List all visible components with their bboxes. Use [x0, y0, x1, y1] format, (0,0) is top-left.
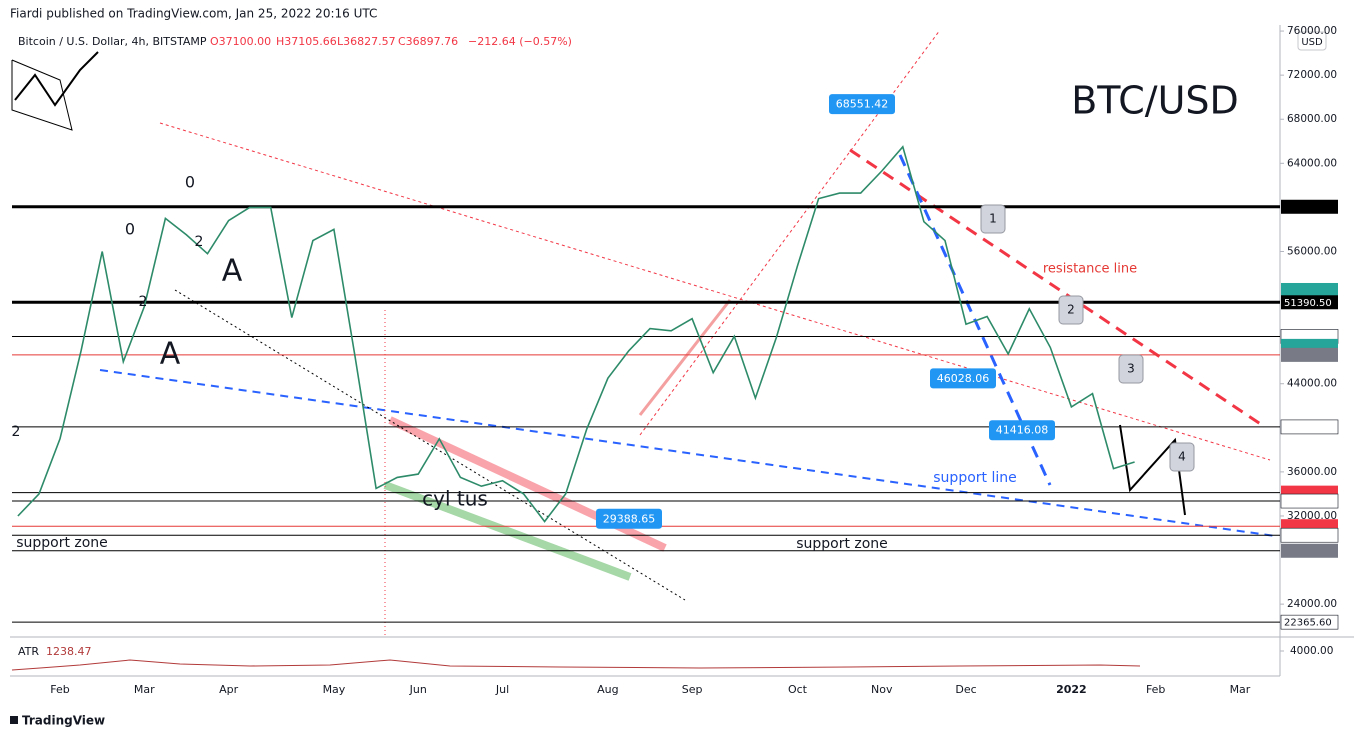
- price-label-bg: [1281, 199, 1338, 214]
- currency-box: [1297, 31, 1327, 51]
- callout-box: [930, 368, 996, 389]
- ohlc-high: H37105.66: [276, 35, 337, 48]
- annotation: 2: [139, 294, 148, 310]
- annotation: support zone: [16, 535, 108, 551]
- callout-label: 46028.06: [937, 372, 990, 385]
- footer-brand: TradingView: [22, 714, 105, 728]
- ohlc-low: L36827.57: [337, 35, 396, 48]
- callout-box: [829, 94, 895, 115]
- currency: USD: [1301, 37, 1323, 48]
- annotation: 4: [1178, 450, 1186, 464]
- callout-box: [989, 420, 1055, 441]
- ohlc-close: C36897.76: [398, 35, 458, 48]
- x-tick-label: Mar: [134, 683, 155, 696]
- annotation: 1: [989, 212, 997, 226]
- annotation: resistance line: [1043, 262, 1137, 277]
- callout-number-box: [980, 204, 1006, 234]
- change: −212.64 (−0.57%): [468, 35, 572, 48]
- publisher: Fiardi published on TradingView.com, Jan…: [10, 7, 377, 21]
- callout-label: 68551.42: [836, 98, 889, 111]
- callout-number-box: [1169, 442, 1195, 472]
- x-tick-label: Aug: [597, 683, 618, 696]
- price-label-bg: [1280, 419, 1339, 435]
- y-tick-label: 24000.00: [1287, 598, 1337, 610]
- annotation: 0: [185, 173, 195, 192]
- icon-channel: [11, 59, 73, 131]
- annotation: 3: [1127, 362, 1135, 376]
- atr-name: ATR: [18, 645, 39, 658]
- x-tick-label: Nov: [871, 683, 893, 696]
- x-tick-label: Jul: [495, 683, 509, 696]
- trend-line: [159, 122, 1271, 461]
- annotation: 0: [125, 220, 135, 239]
- x-tick-label: Jun: [409, 683, 427, 696]
- callout-number-box: [1058, 295, 1084, 325]
- footer-logo: TradingView: [10, 714, 105, 728]
- callout-label: 41416.08: [996, 424, 1049, 437]
- callout-box: [596, 508, 662, 529]
- projection: [1119, 424, 1186, 516]
- annotation: 2: [1067, 303, 1075, 317]
- price-label-bg: [1280, 527, 1339, 543]
- y-tick-label: 32000.00: [1287, 510, 1337, 522]
- x-tick-label: Mar: [1230, 683, 1251, 696]
- x-tick-label: Feb: [1146, 683, 1165, 696]
- y-tick-label: 64000.00: [1287, 157, 1337, 169]
- annotation: A: [222, 254, 243, 289]
- x-tick-label: Feb: [50, 683, 69, 696]
- price-label-bg: [1281, 543, 1338, 558]
- y-tick-label: 68000.00: [1287, 113, 1337, 125]
- annotation: 2: [12, 424, 21, 440]
- atr-value: 1238.47: [46, 645, 92, 658]
- annotation: A: [160, 337, 181, 372]
- chart-title: BTC/USD: [1071, 79, 1239, 123]
- callout-label: 29388.65: [603, 512, 656, 525]
- icon-wave: [14, 51, 99, 107]
- logo-mark: [10, 716, 18, 724]
- price-label: 51390.50: [1284, 298, 1332, 309]
- x-tick-label: Oct: [788, 683, 808, 696]
- price-label-bg: [1280, 614, 1339, 630]
- channel-bottom: [383, 481, 632, 581]
- price-label-bg: [1281, 295, 1338, 310]
- y-tick-label: 44000.00: [1287, 378, 1337, 390]
- price-line: [17, 145, 1135, 523]
- annotation: support zone: [796, 536, 888, 552]
- atr-tick-label: 4000.00: [1290, 645, 1333, 657]
- y-tick-label: 76000.00: [1287, 25, 1337, 37]
- y-tick-label: 72000.00: [1287, 69, 1337, 81]
- x-tick-label: Sep: [682, 683, 703, 696]
- trend-line: [99, 369, 1276, 537]
- callout-number-box: [1118, 354, 1144, 384]
- price-label-bg: [1281, 282, 1338, 297]
- price-label-bg: [1280, 493, 1339, 509]
- ohlc-open: O37100.00: [210, 35, 271, 48]
- y-tick-label: 56000.00: [1287, 245, 1337, 257]
- x-tick-label: Dec: [955, 683, 976, 696]
- annotation: support line: [933, 470, 1016, 486]
- price-label-bg: [1281, 347, 1338, 362]
- x-tick-label: Apr: [219, 683, 239, 696]
- x-tick-label: May: [323, 683, 346, 696]
- annotation: cyl tus: [422, 487, 488, 511]
- x-tick-label: 2022: [1056, 683, 1087, 696]
- y-tick-label: 36000.00: [1287, 466, 1337, 478]
- trend-line: [638, 299, 732, 416]
- atr-line: [11, 659, 1141, 671]
- annotation: 2: [195, 234, 204, 250]
- symbol: Bitcoin / U.S. Dollar, 4h, BITSTAMP: [18, 35, 207, 48]
- price-label: 22365.60: [1284, 618, 1332, 629]
- legend-row: Bitcoin / U.S. Dollar, 4h, BITSTAMP O371…: [18, 35, 572, 48]
